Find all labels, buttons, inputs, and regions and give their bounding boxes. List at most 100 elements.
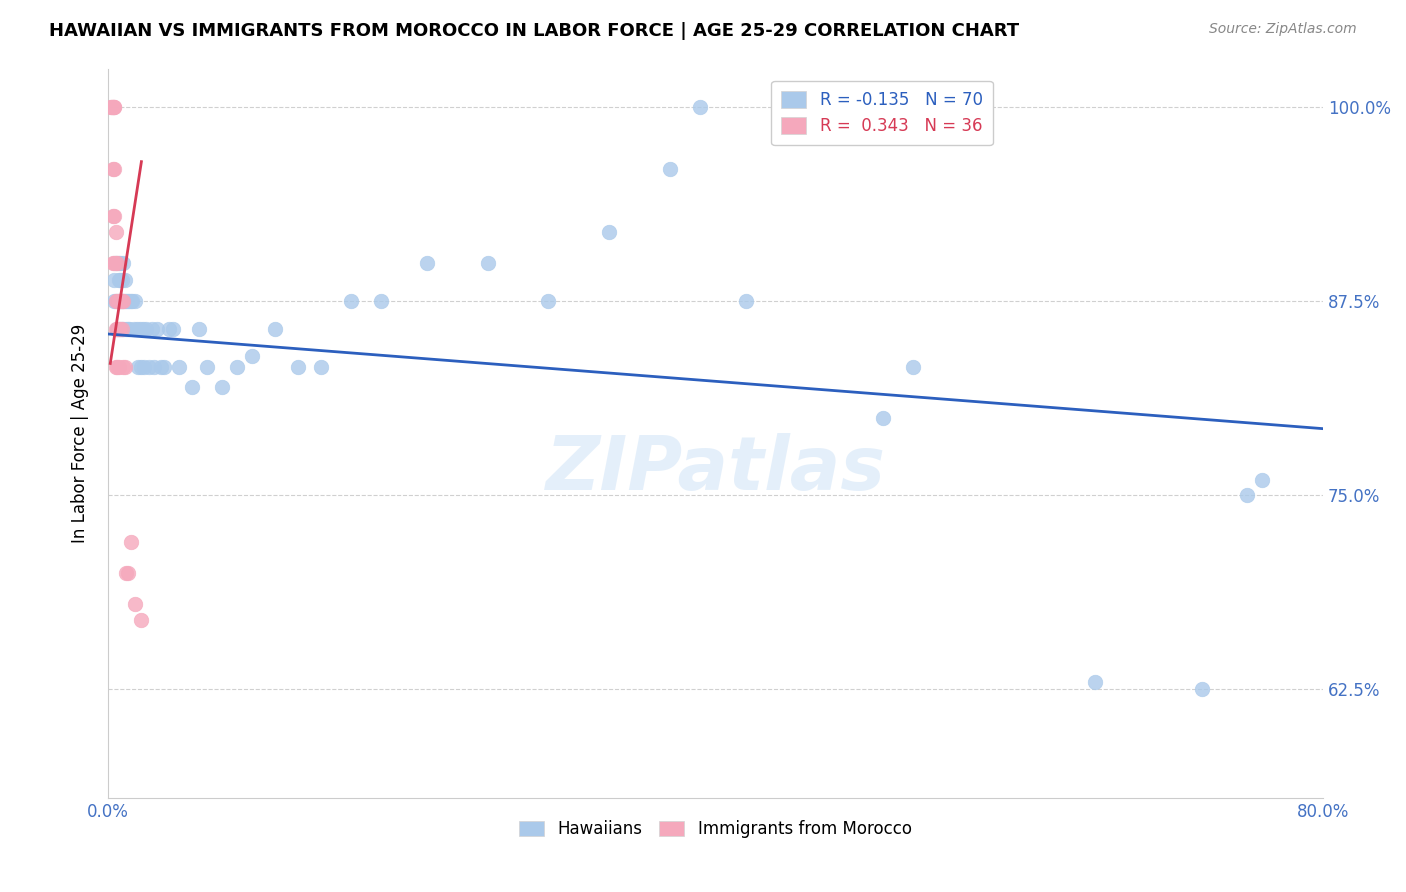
Point	[264, 322, 287, 336]
Point	[114, 359, 136, 374]
Point	[104, 225, 127, 239]
Point	[135, 322, 157, 336]
Point	[127, 359, 149, 374]
Point	[120, 535, 142, 549]
Point	[108, 294, 131, 309]
Point	[111, 273, 134, 287]
Point	[107, 255, 129, 269]
Point	[100, 100, 122, 114]
Y-axis label: In Labor Force | Age 25-29: In Labor Force | Age 25-29	[72, 324, 89, 543]
Point	[104, 322, 127, 336]
Legend: Hawaiians, Immigrants from Morocco: Hawaiians, Immigrants from Morocco	[513, 814, 918, 845]
Point	[111, 294, 134, 309]
Point	[689, 100, 711, 114]
Point	[117, 322, 139, 336]
Point	[122, 322, 145, 336]
Point	[309, 359, 332, 374]
Point	[1236, 488, 1258, 502]
Point	[105, 322, 128, 336]
Point	[1084, 674, 1107, 689]
Point	[100, 100, 122, 114]
Point	[108, 273, 131, 287]
Point	[115, 322, 138, 336]
Point	[142, 359, 165, 374]
Point	[211, 380, 233, 394]
Point	[598, 225, 620, 239]
Point	[477, 255, 499, 269]
Point	[104, 294, 127, 309]
Point	[101, 100, 124, 114]
Point	[103, 273, 125, 287]
Point	[114, 273, 136, 287]
Point	[104, 294, 127, 309]
Point	[124, 597, 146, 611]
Point	[107, 322, 129, 336]
Point	[114, 294, 136, 309]
Point	[226, 359, 249, 374]
Point	[108, 322, 131, 336]
Point	[195, 359, 218, 374]
Point	[370, 294, 392, 309]
Point	[103, 294, 125, 309]
Point	[105, 322, 128, 336]
Point	[105, 359, 128, 374]
Text: ZIPatlas: ZIPatlas	[546, 434, 886, 507]
Point	[340, 294, 363, 309]
Point	[169, 359, 191, 374]
Point	[101, 100, 124, 114]
Point	[108, 294, 131, 309]
Text: Source: ZipAtlas.com: Source: ZipAtlas.com	[1209, 22, 1357, 37]
Point	[104, 359, 127, 374]
Point	[103, 209, 125, 223]
Text: HAWAIIAN VS IMMIGRANTS FROM MOROCCO IN LABOR FORCE | AGE 25-29 CORRELATION CHART: HAWAIIAN VS IMMIGRANTS FROM MOROCCO IN L…	[49, 22, 1019, 40]
Point	[107, 273, 129, 287]
Point	[104, 255, 127, 269]
Point	[124, 294, 146, 309]
Point	[416, 255, 439, 269]
Point	[103, 255, 125, 269]
Point	[118, 322, 141, 336]
Point	[901, 359, 924, 374]
Point	[103, 162, 125, 177]
Point	[157, 322, 180, 336]
Point	[107, 294, 129, 309]
Point	[111, 322, 134, 336]
Point	[125, 322, 148, 336]
Point	[112, 359, 135, 374]
Point	[101, 209, 124, 223]
Point	[101, 255, 124, 269]
Point	[128, 322, 150, 336]
Point	[103, 100, 125, 114]
Point	[112, 294, 135, 309]
Point	[101, 162, 124, 177]
Point	[141, 322, 163, 336]
Point	[153, 359, 176, 374]
Point	[240, 349, 263, 363]
Point	[115, 294, 138, 309]
Point	[118, 294, 141, 309]
Point	[105, 255, 128, 269]
Point	[537, 294, 560, 309]
Point	[105, 294, 128, 309]
Point	[111, 294, 134, 309]
Point	[112, 322, 135, 336]
Point	[150, 359, 173, 374]
Point	[112, 294, 135, 309]
Point	[132, 322, 155, 336]
Point	[111, 322, 134, 336]
Point	[1191, 682, 1213, 697]
Point	[112, 255, 135, 269]
Point	[107, 294, 129, 309]
Point	[659, 162, 682, 177]
Point	[180, 380, 202, 394]
Point	[131, 359, 153, 374]
Point	[287, 359, 309, 374]
Point	[131, 613, 153, 627]
Point	[117, 294, 139, 309]
Point	[134, 359, 156, 374]
Point	[104, 255, 127, 269]
Point	[103, 100, 125, 114]
Point	[107, 322, 129, 336]
Point	[872, 410, 894, 425]
Point	[120, 294, 142, 309]
